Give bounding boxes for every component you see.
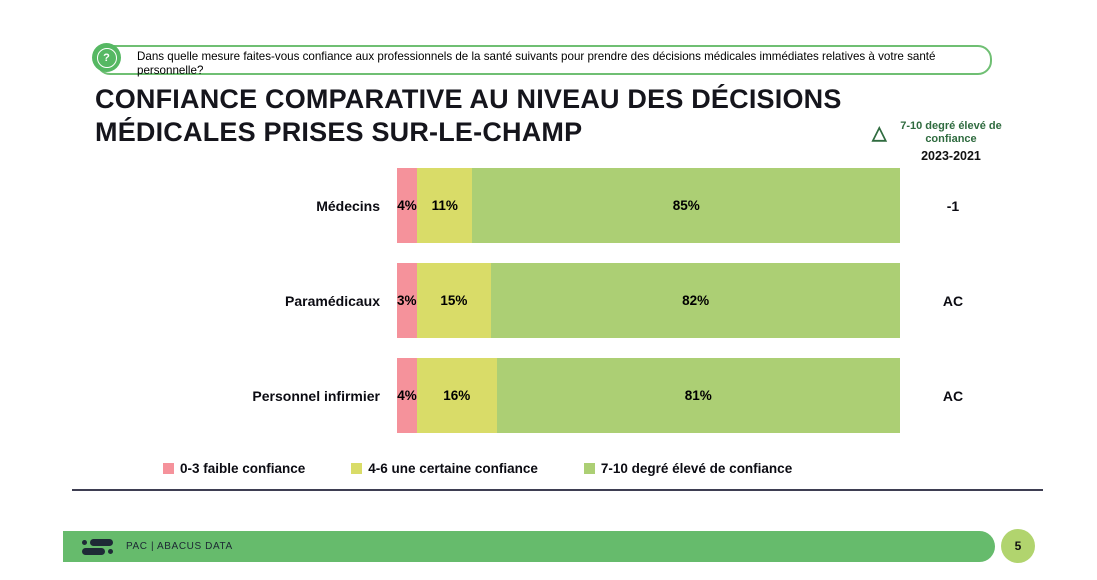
footer-divider (72, 489, 1043, 491)
bar-chart: Médecins 4% 11% 85% -1 Paramédicaux 3% 15% 82% AC… (95, 168, 1035, 433)
question-banner-border (96, 45, 992, 75)
bar-row: Personnel infirmier 4% 16% 81% AC (95, 358, 1035, 433)
footer-brand-text: PAC | ABACUS DATA (126, 541, 233, 552)
delta-value: AC (942, 292, 964, 309)
page-title-line1: CONFIANCE COMPARATIVE AU NIVEAU DES DÉCI… (95, 84, 842, 114)
legend-swatch (351, 463, 363, 474)
bar-value-label: 3% (397, 293, 417, 308)
bar-segment: 4% (397, 358, 417, 433)
category-label: Médecins (316, 197, 380, 214)
delta-triangle-icon: △ (872, 123, 887, 144)
bar-segment: 81% (496, 358, 900, 433)
brand-logo-icon (80, 538, 116, 555)
legend-item: 4-6 une certaine confiance (351, 461, 538, 476)
bar-segment: 3% (397, 263, 417, 338)
category-label: Personnel infirmier (252, 387, 380, 404)
bar-row: Paramédicaux 3% 15% 82% AC (95, 263, 1035, 338)
legend-swatch (583, 463, 595, 474)
delta-value: -1 (946, 197, 960, 214)
bar-segment: 11% (417, 168, 473, 243)
bar-value-label: 15% (440, 293, 468, 308)
category-label: Paramédicaux (285, 292, 380, 309)
bar-track: 3% 15% 82% (397, 263, 900, 338)
question-bubble-icon: ? (92, 43, 121, 72)
bar-value-label: 85% (672, 198, 700, 213)
bar-value-label: 4% (397, 198, 417, 213)
bar-value-label: 16% (443, 388, 471, 403)
bar-track: 4% 11% 85% (397, 168, 900, 243)
bar-value-label: 11% (431, 198, 458, 213)
bar-value-label: 4% (397, 388, 417, 403)
chart-legend: 0-3 faible confiance 4-6 une certaine con… (163, 461, 792, 476)
page-number-badge: 5 (1001, 529, 1035, 563)
legend-label: 4-6 une certaine confiance (368, 461, 538, 476)
bar-segment: 82% (491, 263, 900, 338)
delta-column-header: △ 7-10 degré élevé de confiance 2023-202… (866, 120, 1026, 163)
bar-segment: 4% (397, 168, 418, 243)
bar-value-label: 82% (682, 293, 710, 308)
question-mark-glyph: ? (96, 47, 117, 68)
bar-track: 4% 16% 81% (397, 358, 900, 433)
question-text: Dans quelle mesure faites-vous confiance… (137, 50, 936, 77)
legend-swatch (163, 463, 174, 474)
legend-item: 0-3 faible confiance (163, 461, 305, 476)
legend-item: 7-10 degré élevé de confiance (583, 461, 793, 476)
bar-segment: 15% (416, 263, 492, 338)
page-title: CONFIANCE COMPARATIVE AU NIVEAU DES DÉCI… (95, 83, 975, 149)
bar-segment: 85% (472, 168, 900, 243)
delta-header-period: 2023-2021 (921, 149, 981, 163)
delta-header-label: 7-10 degré élevé de confiance (900, 120, 1002, 145)
legend-label: 7-10 degré élevé de confiance (600, 461, 793, 476)
page-title-line2: MÉDICALES PRISES SUR-LE-CHAMP (95, 117, 583, 147)
legend-label: 0-3 faible confiance (180, 461, 306, 476)
bar-value-label: 81% (684, 388, 712, 403)
bar-row: Médecins 4% 11% 85% -1 (95, 168, 1035, 243)
bar-segment: 16% (416, 358, 497, 433)
delta-value: AC (942, 387, 964, 404)
footer-bar: PAC | ABACUS DATA (63, 531, 995, 562)
